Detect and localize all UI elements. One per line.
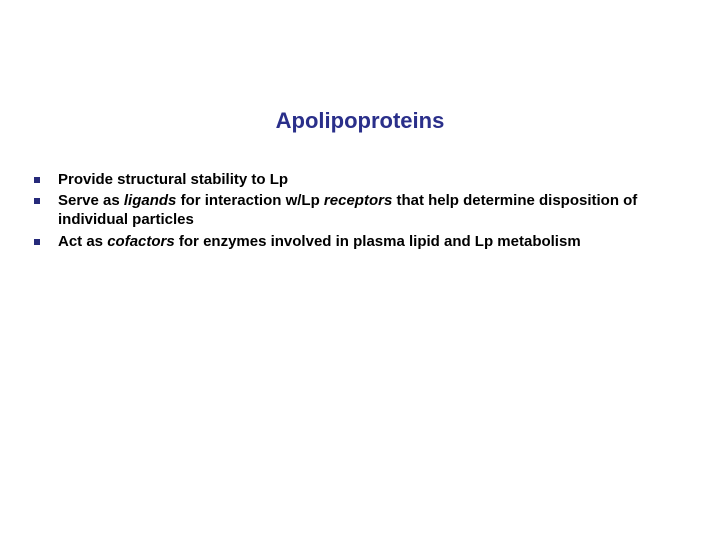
bullet-text: Provide structural stability to Lp — [58, 171, 288, 188]
bullet-text-em2: receptors — [324, 192, 392, 209]
bullet-text-post: for enzymes involved in plasma lipid and… — [175, 233, 581, 250]
slide-title: Apolipoproteins — [0, 108, 720, 134]
bullet-marker — [34, 177, 40, 183]
bullet-text-pre: Serve as — [58, 192, 124, 209]
list-item: Serve as ligands for interaction w/Lp re… — [30, 191, 710, 229]
bullet-marker — [34, 239, 40, 245]
bullet-text-mid: for interaction w/Lp — [176, 192, 324, 209]
slide: Apolipoproteins Provide structural stabi… — [0, 0, 720, 540]
bullet-text-em: ligands — [124, 192, 177, 209]
bullet-text-pre: Act as — [58, 233, 107, 250]
bullet-text-em: cofactors — [107, 233, 175, 250]
bullet-marker — [34, 198, 40, 204]
list-item: Act as cofactors for enzymes involved in… — [30, 232, 710, 251]
bullet-list: Provide structural stability to Lp Serve… — [30, 170, 710, 253]
list-item: Provide structural stability to Lp — [30, 170, 710, 189]
